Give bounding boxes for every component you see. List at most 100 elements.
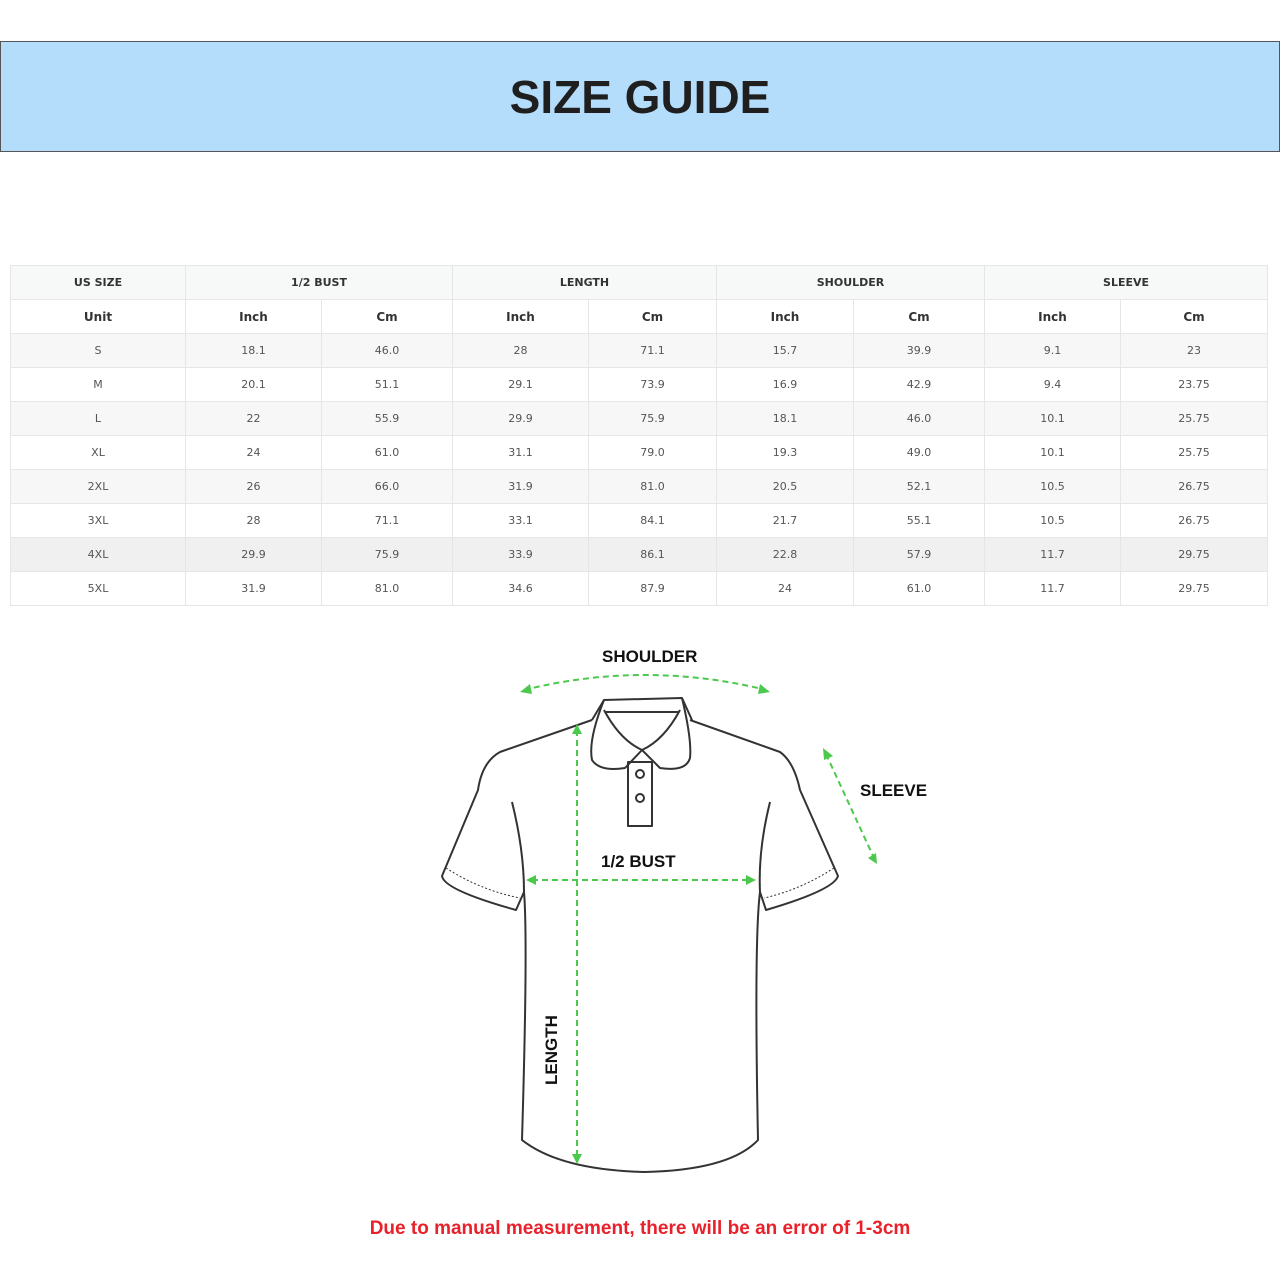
value-cell: 71.1: [321, 503, 453, 538]
value-cell: 29.9: [185, 537, 322, 572]
title-banner: SIZE GUIDE: [0, 41, 1280, 152]
unit-cell: Inch: [452, 299, 589, 334]
value-cell: 22.8: [716, 537, 854, 572]
sleeve-label: SLEEVE: [860, 781, 928, 800]
size-cell: S: [10, 333, 186, 368]
value-cell: 33.9: [452, 537, 589, 572]
header-length: LENGTH: [452, 265, 717, 300]
value-cell: 10.5: [984, 469, 1122, 504]
value-cell: 21.7: [716, 503, 854, 538]
placket: [627, 761, 653, 827]
value-cell: 86.1: [588, 537, 717, 572]
value-cell: 61.0: [321, 435, 453, 470]
value-cell: 18.1: [716, 401, 854, 436]
value-cell: 73.9: [588, 367, 717, 402]
value-cell: 29.1: [452, 367, 589, 402]
table-row: 5XL 31.9 81.0 34.6 87.9 24 61.0 11.7 29.75: [10, 571, 1269, 606]
value-cell: 31.9: [452, 469, 589, 504]
value-cell: 75.9: [588, 401, 717, 436]
value-cell: 51.1: [321, 367, 453, 402]
value-cell: 11.7: [984, 537, 1122, 572]
value-cell: 81.0: [588, 469, 717, 504]
size-cell: XL: [10, 435, 186, 470]
value-cell: 23: [1120, 333, 1269, 368]
value-cell: 46.0: [321, 333, 453, 368]
value-cell: 55.1: [852, 503, 986, 538]
value-cell: 25.75: [1120, 435, 1269, 470]
value-cell: 10.1: [984, 401, 1122, 436]
value-cell: 26: [185, 469, 322, 504]
header-shoulder: SHOULDER: [715, 265, 986, 300]
value-cell: 24: [185, 435, 322, 470]
page-title: SIZE GUIDE: [509, 70, 771, 123]
value-cell: 28: [452, 333, 589, 368]
value-cell: 31.9: [185, 571, 322, 606]
unit-row: Unit Inch Cm Inch Cm Inch Cm Inch Cm: [10, 299, 1269, 334]
sleeve-arrow: [825, 753, 875, 859]
header-us-size: US SIZE: [10, 265, 186, 300]
value-cell: 16.9: [716, 367, 854, 402]
value-cell: 71.1: [588, 333, 717, 368]
length-label: LENGTH: [542, 1015, 561, 1085]
value-cell: 34.6: [452, 571, 589, 606]
value-cell: 46.0: [852, 401, 986, 436]
value-cell: 84.1: [588, 503, 717, 538]
unit-cell: Inch: [185, 299, 322, 334]
value-cell: 22: [185, 401, 322, 436]
value-cell: 26.75: [1120, 503, 1269, 538]
size-cell: 4XL: [10, 537, 186, 572]
value-cell: 79.0: [588, 435, 717, 470]
value-cell: 23.75: [1120, 367, 1269, 402]
group-header-row: US SIZE 1/2 BUST LENGTH SHOULDER SLEEVE: [10, 265, 1269, 300]
value-cell: 75.9: [321, 537, 453, 572]
value-cell: 10.1: [984, 435, 1122, 470]
value-cell: 20.5: [716, 469, 854, 504]
value-cell: 66.0: [321, 469, 453, 504]
bust-label: 1/2 BUST: [601, 852, 676, 871]
value-cell: 55.9: [321, 401, 453, 436]
value-cell: 9.4: [984, 367, 1122, 402]
value-cell: 57.9: [852, 537, 986, 572]
unit-cell: Cm: [1120, 299, 1269, 334]
table-row: 4XL 29.9 75.9 33.9 86.1 22.8 57.9 11.7 29.75: [10, 537, 1269, 572]
value-cell: 81.0: [321, 571, 453, 606]
size-cell: L: [10, 401, 186, 436]
value-cell: 52.1: [852, 469, 986, 504]
header-bust: 1/2 BUST: [185, 265, 453, 300]
shoulder-arrow: [523, 674, 767, 691]
value-cell: 15.7: [716, 333, 854, 368]
value-cell: 61.0: [852, 571, 986, 606]
unit-cell: Cm: [852, 299, 986, 334]
shirt-outline: [441, 719, 839, 1173]
size-table: US SIZE 1/2 BUST LENGTH SHOULDER SLEEVE …: [10, 265, 1269, 606]
table-row: L 22 55.9 29.9 75.9 18.1 46.0 10.1 25.75: [10, 401, 1269, 436]
table-row: 3XL 28 71.1 33.1 84.1 21.7 55.1 10.5 26.75: [10, 503, 1269, 538]
shirt-diagram: SHOULDER SLEEVE 1/2 BUST LENGTH: [420, 640, 960, 1200]
table-row: S 18.1 46.0 28 71.1 15.7 39.9 9.1 23: [10, 333, 1269, 368]
collar: [590, 697, 692, 770]
unit-cell: Unit: [10, 299, 186, 334]
value-cell: 26.75: [1120, 469, 1269, 504]
value-cell: 31.1: [452, 435, 589, 470]
value-cell: 24: [716, 571, 854, 606]
table-row: M 20.1 51.1 29.1 73.9 16.9 42.9 9.4 23.75: [10, 367, 1269, 402]
table-row: XL 24 61.0 31.1 79.0 19.3 49.0 10.1 25.75: [10, 435, 1269, 470]
value-cell: 20.1: [185, 367, 322, 402]
value-cell: 18.1: [185, 333, 322, 368]
value-cell: 29.75: [1120, 537, 1269, 572]
value-cell: 28: [185, 503, 322, 538]
value-cell: 87.9: [588, 571, 717, 606]
value-cell: 49.0: [852, 435, 986, 470]
unit-cell: Cm: [588, 299, 717, 334]
value-cell: 19.3: [716, 435, 854, 470]
value-cell: 10.5: [984, 503, 1122, 538]
value-cell: 25.75: [1120, 401, 1269, 436]
size-cell: 5XL: [10, 571, 186, 606]
size-cell: 2XL: [10, 469, 186, 504]
header-sleeve: SLEEVE: [984, 265, 1269, 300]
measurement-note: Due to manual measurement, there will be…: [369, 1218, 911, 1239]
unit-cell: Inch: [716, 299, 854, 334]
size-cell: M: [10, 367, 186, 402]
value-cell: 9.1: [984, 333, 1122, 368]
value-cell: 29.75: [1120, 571, 1269, 606]
